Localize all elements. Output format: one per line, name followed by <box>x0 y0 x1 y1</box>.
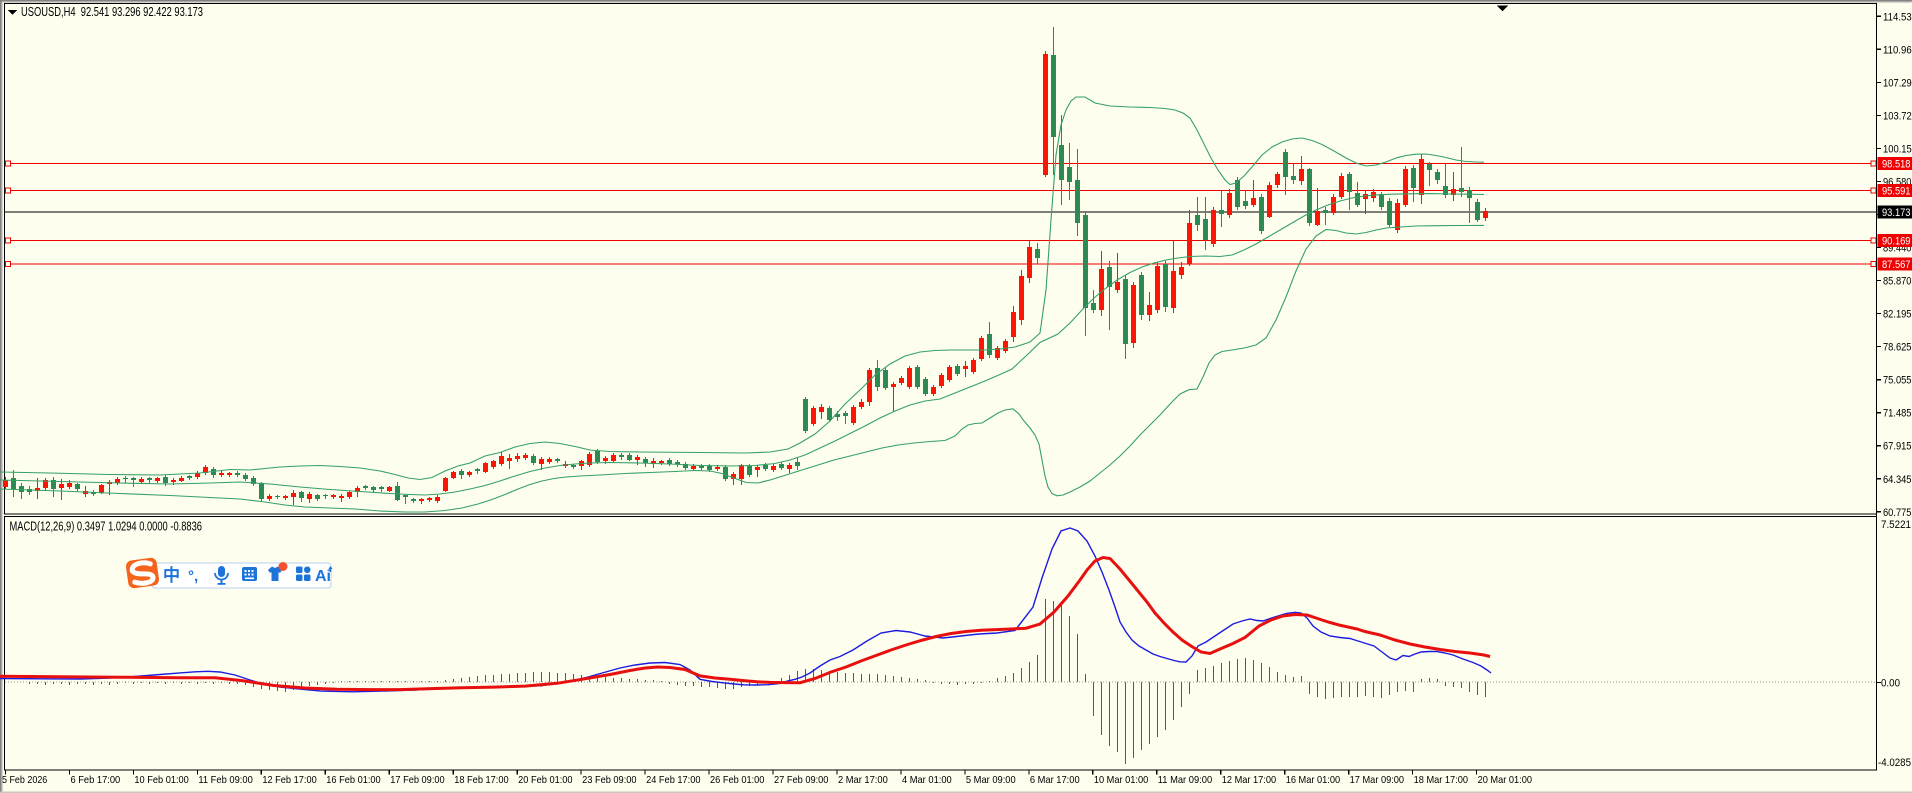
svg-text:中: 中 <box>163 565 180 585</box>
svg-text:75.055: 75.055 <box>1883 375 1912 387</box>
svg-text:-4.0285: -4.0285 <box>1878 757 1911 769</box>
svg-text:Ai: Ai <box>315 568 331 585</box>
svg-text:20 Mar 01:00: 20 Mar 01:00 <box>1478 774 1533 786</box>
svg-text:24 Feb 17:00: 24 Feb 17:00 <box>646 774 701 786</box>
svg-text:110.963: 110.963 <box>1883 44 1912 56</box>
svg-text:12 Feb 17:00: 12 Feb 17:00 <box>262 774 317 786</box>
svg-text:26 Feb 01:00: 26 Feb 01:00 <box>710 774 765 786</box>
svg-text:7.5221: 7.5221 <box>1881 519 1911 531</box>
svg-text:5 Feb 2026: 5 Feb 2026 <box>2 774 47 786</box>
svg-text:10 Mar 01:00: 10 Mar 01:00 <box>1094 774 1149 786</box>
svg-text:107.293: 107.293 <box>1883 77 1912 89</box>
svg-text:78.625: 78.625 <box>1883 342 1912 354</box>
svg-text:90.169: 90.169 <box>1882 236 1911 248</box>
svg-text:4 Mar 01:00: 4 Mar 01:00 <box>902 774 952 786</box>
svg-text:71.485: 71.485 <box>1883 408 1912 420</box>
svg-text:16 Feb 01:00: 16 Feb 01:00 <box>326 774 381 786</box>
svg-text:5 Mar 09:00: 5 Mar 09:00 <box>966 774 1016 786</box>
svg-text:98.518: 98.518 <box>1882 159 1911 171</box>
svg-text:11 Feb 09:00: 11 Feb 09:00 <box>198 774 253 786</box>
svg-text:6 Feb 17:00: 6 Feb 17:00 <box>70 774 120 786</box>
svg-text:23 Feb 09:00: 23 Feb 09:00 <box>582 774 637 786</box>
svg-text:87.567: 87.567 <box>1882 259 1911 271</box>
svg-text:100.153: 100.153 <box>1883 143 1912 155</box>
svg-text:0.00: 0.00 <box>1881 678 1900 690</box>
svg-text:60.775: 60.775 <box>1883 507 1912 519</box>
svg-text:2 Mar 17:00: 2 Mar 17:00 <box>838 774 888 786</box>
svg-text:6 Mar 17:00: 6 Mar 17:00 <box>1030 774 1080 786</box>
svg-text:12 Mar 17:00: 12 Mar 17:00 <box>1222 774 1277 786</box>
svg-text:16 Mar 01:00: 16 Mar 01:00 <box>1286 774 1341 786</box>
svg-text:18 Feb 17:00: 18 Feb 17:00 <box>454 774 509 786</box>
svg-text:67.915: 67.915 <box>1883 441 1912 453</box>
svg-text:USOUSD,H4 92.541 93.296 92.42: USOUSD,H4 92.541 93.296 92.422 93.173 <box>21 5 203 19</box>
svg-text:MACD(12,26,9) 0.3497 1.0294 0.: MACD(12,26,9) 0.3497 1.0294 0.0000 -0.88… <box>10 520 203 534</box>
svg-text:18 Mar 17:00: 18 Mar 17:00 <box>1414 774 1469 786</box>
svg-text:64.345: 64.345 <box>1883 474 1912 486</box>
svg-text:103.723: 103.723 <box>1883 110 1912 122</box>
svg-text:20 Feb 01:00: 20 Feb 01:00 <box>518 774 573 786</box>
svg-text:°,: °, <box>188 568 198 585</box>
svg-text:95.591: 95.591 <box>1882 186 1911 198</box>
svg-text:114.533: 114.533 <box>1883 11 1912 23</box>
svg-text:10 Feb 01:00: 10 Feb 01:00 <box>134 774 189 786</box>
svg-text:27 Feb 09:00: 27 Feb 09:00 <box>774 774 829 786</box>
svg-text:11 Mar 09:00: 11 Mar 09:00 <box>1158 774 1213 786</box>
svg-text:17 Feb 09:00: 17 Feb 09:00 <box>390 774 445 786</box>
svg-text:17 Mar 09:00: 17 Mar 09:00 <box>1350 774 1405 786</box>
svg-text:82.195: 82.195 <box>1883 309 1912 321</box>
svg-text:85.870: 85.870 <box>1883 276 1912 288</box>
svg-text:93.173: 93.173 <box>1882 207 1911 219</box>
